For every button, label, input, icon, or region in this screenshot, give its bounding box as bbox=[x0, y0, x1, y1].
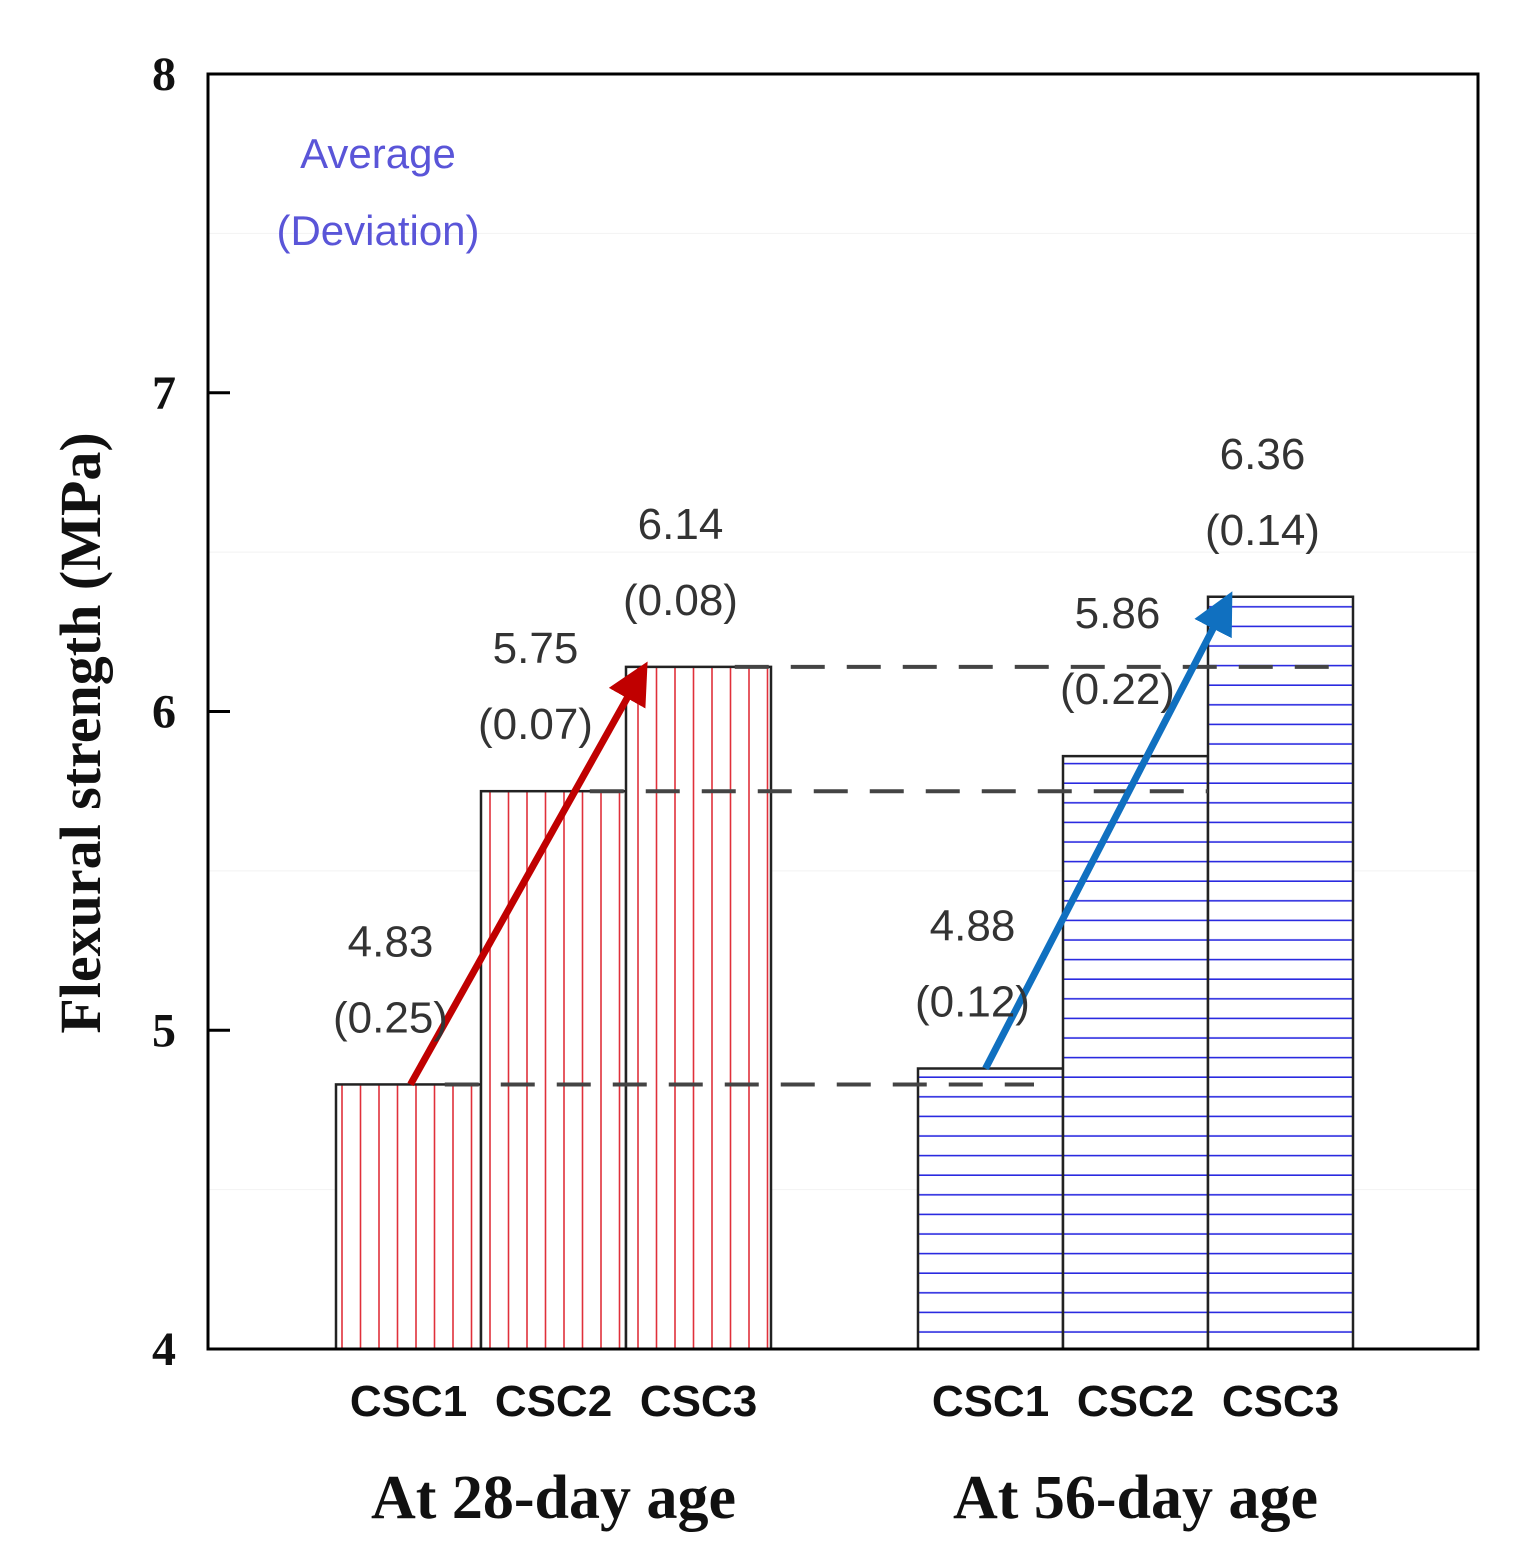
y-axis-title: Flexural strength (MPa) bbox=[48, 432, 113, 1033]
deviation-label: (0.14) bbox=[1205, 506, 1320, 555]
deviation-label: (0.12) bbox=[915, 978, 1030, 1027]
trend-arrow bbox=[407, 661, 648, 1087]
value-label: 5.75 bbox=[493, 624, 579, 673]
bar-56day-csc3 bbox=[1206, 595, 1355, 1351]
reference-lines bbox=[444, 664, 1345, 1087]
value-label: 4.83 bbox=[348, 917, 434, 966]
deviation-label: (0.25) bbox=[333, 993, 448, 1042]
x-tick-label: CSC3 bbox=[640, 1377, 757, 1426]
legend-average-label: Average bbox=[300, 130, 456, 177]
value-label: 5.86 bbox=[1075, 589, 1161, 638]
trend-arrow bbox=[982, 591, 1233, 1071]
bar-28day-csc1 bbox=[334, 1083, 483, 1351]
x-tick-label: CSC1 bbox=[350, 1377, 467, 1426]
x-tick-label: CSC2 bbox=[1077, 1377, 1194, 1426]
deviation-label: (0.22) bbox=[1060, 665, 1175, 714]
bars bbox=[334, 595, 1355, 1351]
value-label: 6.36 bbox=[1220, 430, 1306, 479]
deviation-label: (0.08) bbox=[623, 576, 738, 625]
trend-arrows bbox=[407, 591, 1233, 1087]
group-label: At 56-day age bbox=[953, 1464, 1318, 1532]
y-tick-label: 5 bbox=[152, 1004, 176, 1057]
y-tick-label: 7 bbox=[152, 367, 176, 420]
y-axis: 4 5 6 7 8 bbox=[152, 48, 230, 1376]
y-tick-label: 8 bbox=[152, 48, 176, 101]
y-tick-label: 6 bbox=[152, 686, 176, 739]
value-labels: 4.83 (0.25) 5.75 (0.07) 6.14 (0.08) 4.88 (0.12)… bbox=[333, 430, 1320, 1043]
group-label: At 28-day age bbox=[371, 1464, 736, 1532]
bar-56day-csc2 bbox=[1061, 754, 1210, 1351]
x-tick-label: CSC2 bbox=[495, 1377, 612, 1426]
deviation-label: (0.07) bbox=[478, 700, 593, 749]
x-axis: CSC1 CSC2 CSC3 At 28-day age CSC1 CSC2 CSC3 At … bbox=[350, 1377, 1339, 1532]
bar-56day-csc1 bbox=[916, 1067, 1065, 1351]
bar-28day-csc2 bbox=[479, 789, 628, 1351]
bar-28day-csc3 bbox=[624, 665, 773, 1351]
x-tick-label: CSC1 bbox=[932, 1377, 1049, 1426]
value-label: 4.88 bbox=[930, 902, 1016, 951]
x-tick-label: CSC3 bbox=[1222, 1377, 1339, 1426]
legend-deviation-label: (Deviation) bbox=[276, 207, 479, 254]
value-label: 6.14 bbox=[638, 500, 724, 549]
y-tick-label: 4 bbox=[152, 1323, 176, 1376]
